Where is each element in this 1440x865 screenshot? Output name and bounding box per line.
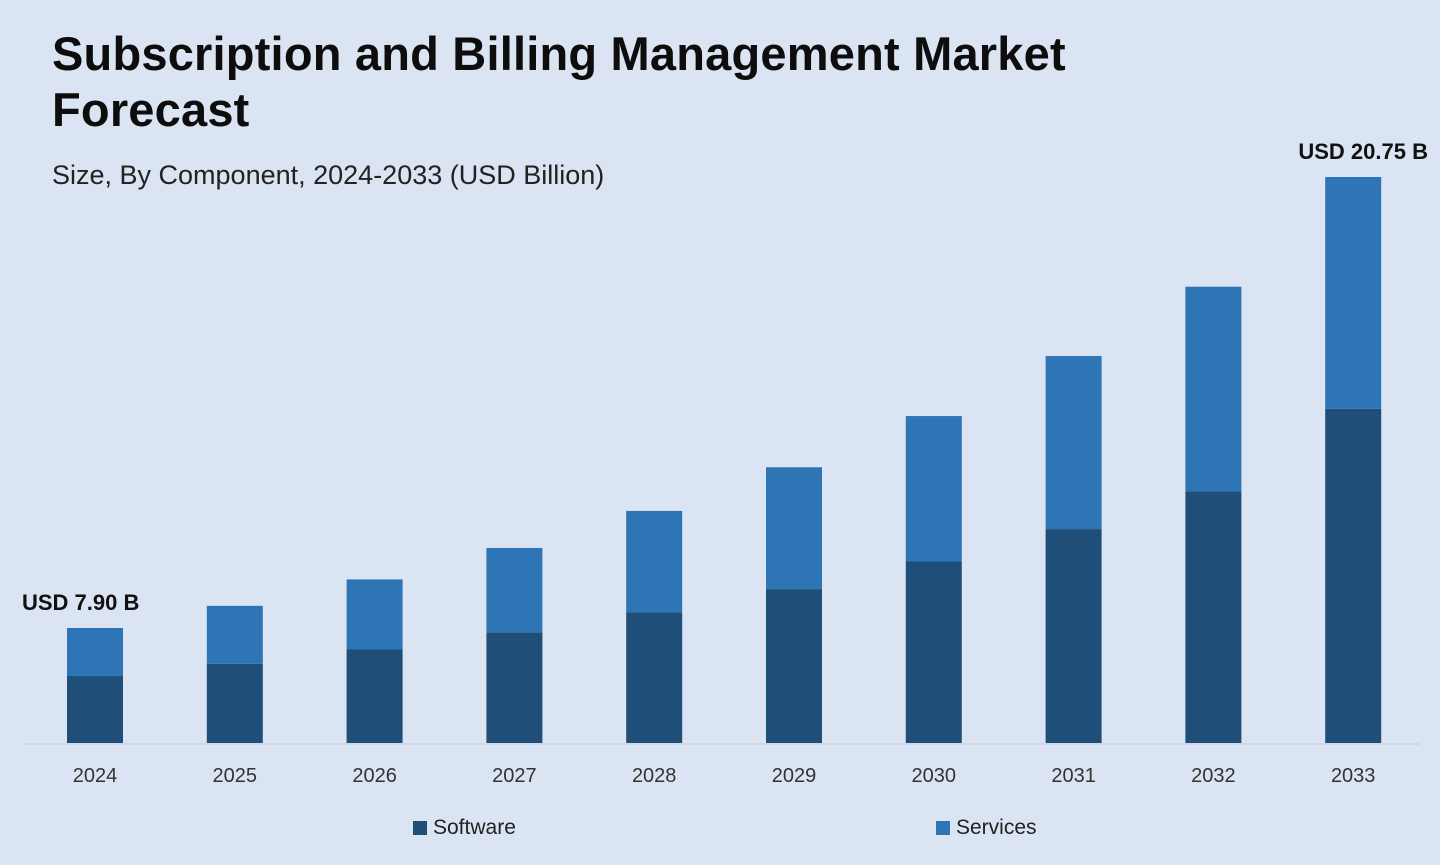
- bar-software-2028: [626, 612, 683, 743]
- bar-services-2024: [67, 628, 123, 677]
- legend-swatch-software: [413, 821, 427, 835]
- bar-services-2033: [1325, 177, 1382, 409]
- bar-software-2024: [67, 676, 123, 743]
- bar-software-2029: [766, 589, 822, 743]
- legend-label-software: Software: [433, 816, 516, 839]
- x-tick-label-2025: 2025: [213, 765, 258, 787]
- x-tick-label-2027: 2027: [492, 765, 537, 787]
- bar-services-2027: [486, 547, 543, 633]
- bar-software-2033: [1325, 408, 1382, 743]
- legend-item-services: Services: [936, 816, 1037, 840]
- chart-subtitle: Size, By Component, 2024-2033 (USD Billi…: [52, 160, 605, 190]
- bar-services-2029: [766, 467, 822, 590]
- bar-services-2031: [1045, 356, 1102, 530]
- x-tick-label-2032: 2032: [1191, 765, 1236, 787]
- x-tick-label-2024: 2024: [73, 765, 118, 787]
- legend-swatch-services: [936, 821, 950, 835]
- bar-software-2030: [905, 561, 962, 743]
- bar-software-2025: [206, 663, 263, 743]
- bar-software-2027: [486, 632, 543, 743]
- legend-label-services: Services: [956, 816, 1037, 839]
- data-label-2033: USD 20.75 B: [1298, 139, 1428, 164]
- data-label-2024: USD 7.90 B: [22, 590, 139, 615]
- x-tick-label-2026: 2026: [352, 765, 397, 787]
- bar-software-2031: [1045, 529, 1102, 743]
- bar-software-2032: [1185, 491, 1242, 743]
- chart-title: Subscription and Billing Management Mark…: [52, 27, 1066, 136]
- bar-services-2030: [905, 416, 962, 562]
- x-tick-label-2029: 2029: [772, 765, 817, 787]
- x-tick-label-2030: 2030: [912, 765, 957, 787]
- bar-services-2026: [346, 579, 403, 650]
- x-tick-label-2033: 2033: [1331, 765, 1376, 787]
- legend-item-software: Software: [413, 816, 516, 840]
- x-tick-label-2028: 2028: [632, 765, 677, 787]
- bar-services-2025: [206, 605, 263, 664]
- bar-services-2032: [1185, 286, 1242, 492]
- bar-services-2028: [626, 510, 683, 613]
- x-tick-label-2031: 2031: [1051, 765, 1096, 787]
- bar-software-2026: [346, 649, 403, 743]
